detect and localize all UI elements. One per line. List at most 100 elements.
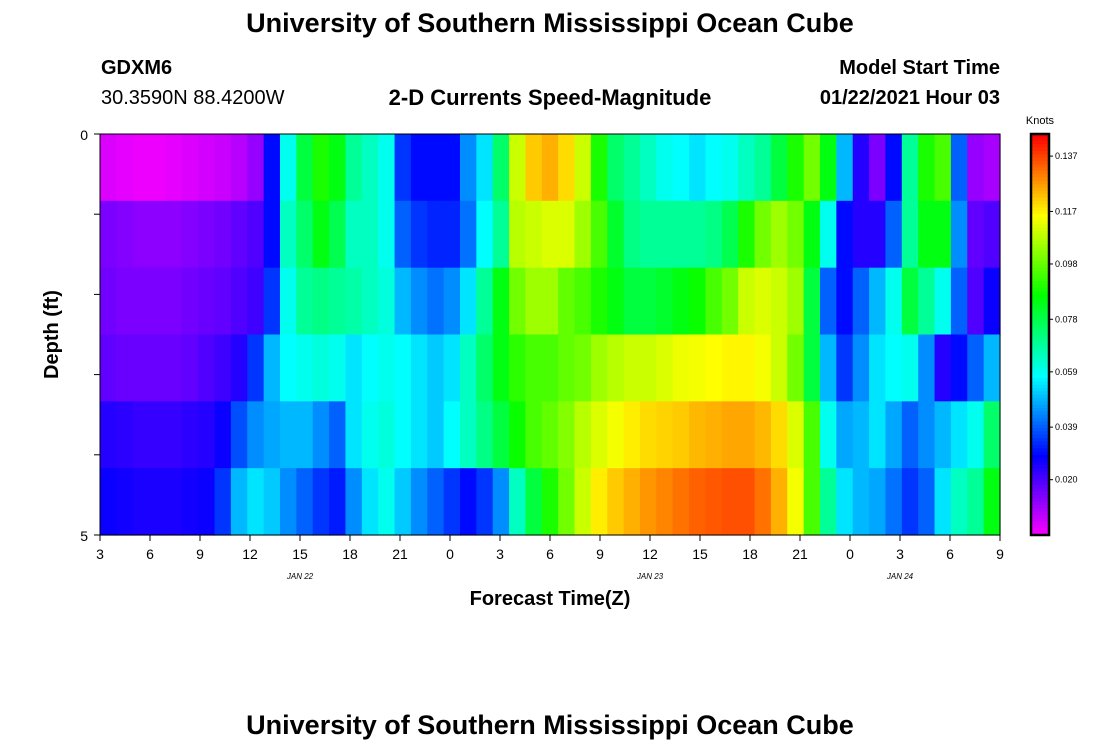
x-tick-label: 3 xyxy=(896,546,904,562)
heatmap-cell xyxy=(934,334,952,402)
heatmap-cell xyxy=(214,134,232,202)
x-tick-label: 3 xyxy=(96,546,104,562)
heatmap-cell xyxy=(607,134,625,202)
heatmap-cell xyxy=(787,401,805,469)
heatmap-cell xyxy=(312,267,330,336)
heatmap-cell xyxy=(852,267,870,336)
heatmap-cell xyxy=(770,468,788,536)
heatmap-cell xyxy=(754,200,772,269)
heatmap-cell xyxy=(738,334,756,402)
heatmap-cell xyxy=(640,200,657,269)
heatmap-cell xyxy=(280,468,297,536)
heatmap-cell xyxy=(230,468,248,536)
colorbar-segment xyxy=(1031,164,1049,169)
heatmap-cell xyxy=(116,267,134,336)
heatmap-cell xyxy=(885,134,903,202)
x-tick-label: 0 xyxy=(446,546,454,562)
colorbar-segment xyxy=(1031,488,1049,493)
heatmap-cell xyxy=(361,200,379,269)
x-tick-label: 18 xyxy=(742,546,758,562)
colorbar-segment xyxy=(1031,401,1049,406)
colorbar-segment xyxy=(1031,267,1049,272)
heatmap-cell xyxy=(361,267,379,336)
heatmap-cell xyxy=(280,401,297,469)
heatmap-cell xyxy=(967,267,985,336)
colorbar-segment xyxy=(1031,494,1049,499)
heatmap-cell xyxy=(689,468,707,536)
heatmap-cell xyxy=(100,401,117,469)
colorbar-segment xyxy=(1031,190,1049,195)
heatmap-cell xyxy=(558,134,576,202)
colorbar-segment xyxy=(1031,150,1049,155)
heatmap-cell xyxy=(100,267,117,336)
heatmap-cell xyxy=(672,267,690,336)
heatmap-cell xyxy=(296,267,314,336)
colorbar-segment xyxy=(1031,367,1049,372)
heatmap-cell xyxy=(803,334,821,402)
heatmap-cell xyxy=(198,200,216,269)
colorbar-segment xyxy=(1031,237,1049,242)
heatmap-cell xyxy=(296,334,314,402)
colorbar-segment xyxy=(1031,154,1049,158)
colorbar-segment xyxy=(1031,438,1049,443)
x-tick-label: 6 xyxy=(546,546,554,562)
colorbar-tick-label: 0.078 xyxy=(1055,314,1078,324)
heatmap-cell xyxy=(787,267,805,336)
heatmap-cell xyxy=(836,200,854,269)
heatmap-cell xyxy=(934,134,952,202)
model-start-value: 01/22/2021 Hour 03 xyxy=(819,87,1000,109)
heatmap-cell xyxy=(607,267,625,336)
heatmap-cell xyxy=(492,267,510,336)
heatmap-cell xyxy=(263,134,281,202)
heatmap-cell xyxy=(345,134,363,202)
heatmap-cell xyxy=(901,200,919,269)
heatmap-cell xyxy=(460,468,477,536)
heatmap-cell xyxy=(492,334,510,402)
heatmap-cell xyxy=(574,401,592,469)
heatmap-cell xyxy=(296,200,314,269)
colorbar-segment xyxy=(1031,244,1049,249)
heatmap-cell xyxy=(165,200,183,269)
colorbar-segment xyxy=(1031,354,1049,359)
colorbar-segment xyxy=(1031,484,1049,489)
heatmap-cell xyxy=(770,267,788,336)
heatmap-cell xyxy=(787,468,805,536)
heatmap-cell xyxy=(116,401,134,469)
heatmap-cell xyxy=(247,334,265,402)
heatmap-cell xyxy=(689,267,707,336)
heatmap-cell xyxy=(165,401,183,469)
heatmap-cell xyxy=(345,468,363,536)
colorbar-segment xyxy=(1031,377,1049,382)
heatmap-cell xyxy=(460,401,477,469)
heatmap-cell xyxy=(214,401,232,469)
colorbar-segment xyxy=(1031,177,1049,182)
heatmap-cell xyxy=(525,267,543,336)
heatmap-cell xyxy=(754,334,772,402)
heatmap-cell xyxy=(345,334,363,402)
heatmap-cell xyxy=(787,200,805,269)
heatmap-cell xyxy=(509,200,527,269)
heatmap-cell xyxy=(443,401,461,469)
heatmap-cell xyxy=(738,200,756,269)
colorbar-segment xyxy=(1031,531,1049,536)
colorbar-segment xyxy=(1031,404,1049,409)
colorbar-segment xyxy=(1031,374,1049,379)
colorbar-segment xyxy=(1031,264,1049,269)
heatmap-cell xyxy=(558,200,576,269)
colorbar-segment xyxy=(1031,227,1049,232)
colorbar-segment xyxy=(1031,220,1049,225)
heatmap-cell xyxy=(378,200,396,269)
heatmap-cell xyxy=(509,401,527,469)
heatmap-cell xyxy=(394,468,412,536)
heatmap-cell xyxy=(361,334,379,402)
date-label: JAN 22 xyxy=(286,572,314,581)
heatmap-cell xyxy=(869,334,887,402)
colorbar-segment xyxy=(1031,157,1049,162)
heatmap-cell xyxy=(558,334,576,402)
colorbar-segment xyxy=(1031,271,1049,275)
heatmap-cell xyxy=(476,200,494,269)
heatmap-cell xyxy=(672,134,690,202)
colorbar-segment xyxy=(1031,301,1049,306)
heatmap-cell xyxy=(443,134,461,202)
heatmap-cell xyxy=(983,267,1001,336)
